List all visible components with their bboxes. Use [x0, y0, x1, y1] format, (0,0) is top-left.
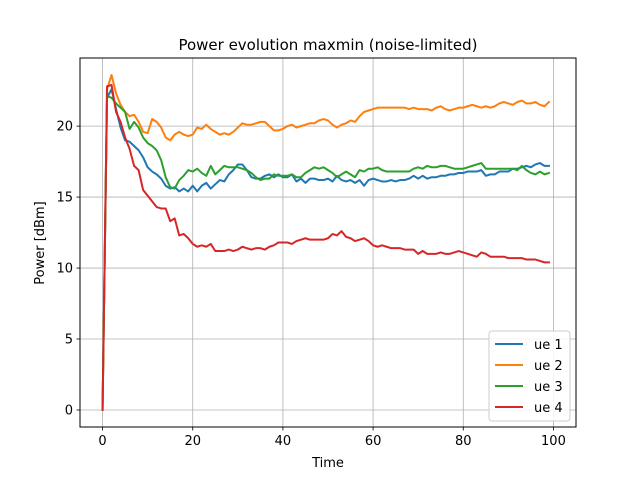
- y-axis-label: Power [dBm]: [33, 201, 48, 284]
- legend-label-ue-3: ue 3: [534, 380, 563, 395]
- legend: ue 1 ue 2 ue 3 ue 4: [488, 330, 571, 422]
- x-tick-label: 80: [455, 434, 472, 449]
- x-tick-label: 100: [541, 434, 566, 449]
- legend-box: [488, 330, 571, 422]
- y-tick-label: 20: [56, 120, 73, 135]
- x-tick-label: 40: [275, 434, 292, 449]
- series-line-ue-3: [101, 95, 551, 411]
- y-tick-label: 10: [56, 262, 73, 277]
- legend-label-ue-2: ue 2: [534, 359, 563, 374]
- x-tick-label: 60: [365, 434, 382, 449]
- axis-ticks: 0 20 40 60 80 100 0 5 10 15 20: [56, 120, 565, 449]
- y-tick-label: 15: [56, 191, 73, 206]
- x-axis-label: Time: [311, 456, 344, 471]
- series-line-ue-4: [101, 83, 550, 411]
- legend-label-ue-1: ue 1: [534, 338, 563, 353]
- plot-area-frame: [79, 57, 577, 428]
- series-line-ue-2: [101, 74, 551, 411]
- x-tick-label: 0: [98, 434, 106, 449]
- y-tick-label: 0: [65, 403, 73, 418]
- series-lines: [101, 74, 551, 411]
- x-tick-label: 20: [184, 434, 201, 449]
- y-tick-label: 5: [65, 333, 73, 348]
- chart-title: Power evolution maxmin (noise-limited): [178, 36, 477, 54]
- legend-label-ue-4: ue 4: [534, 401, 563, 416]
- series-line-ue-1: [101, 88, 550, 411]
